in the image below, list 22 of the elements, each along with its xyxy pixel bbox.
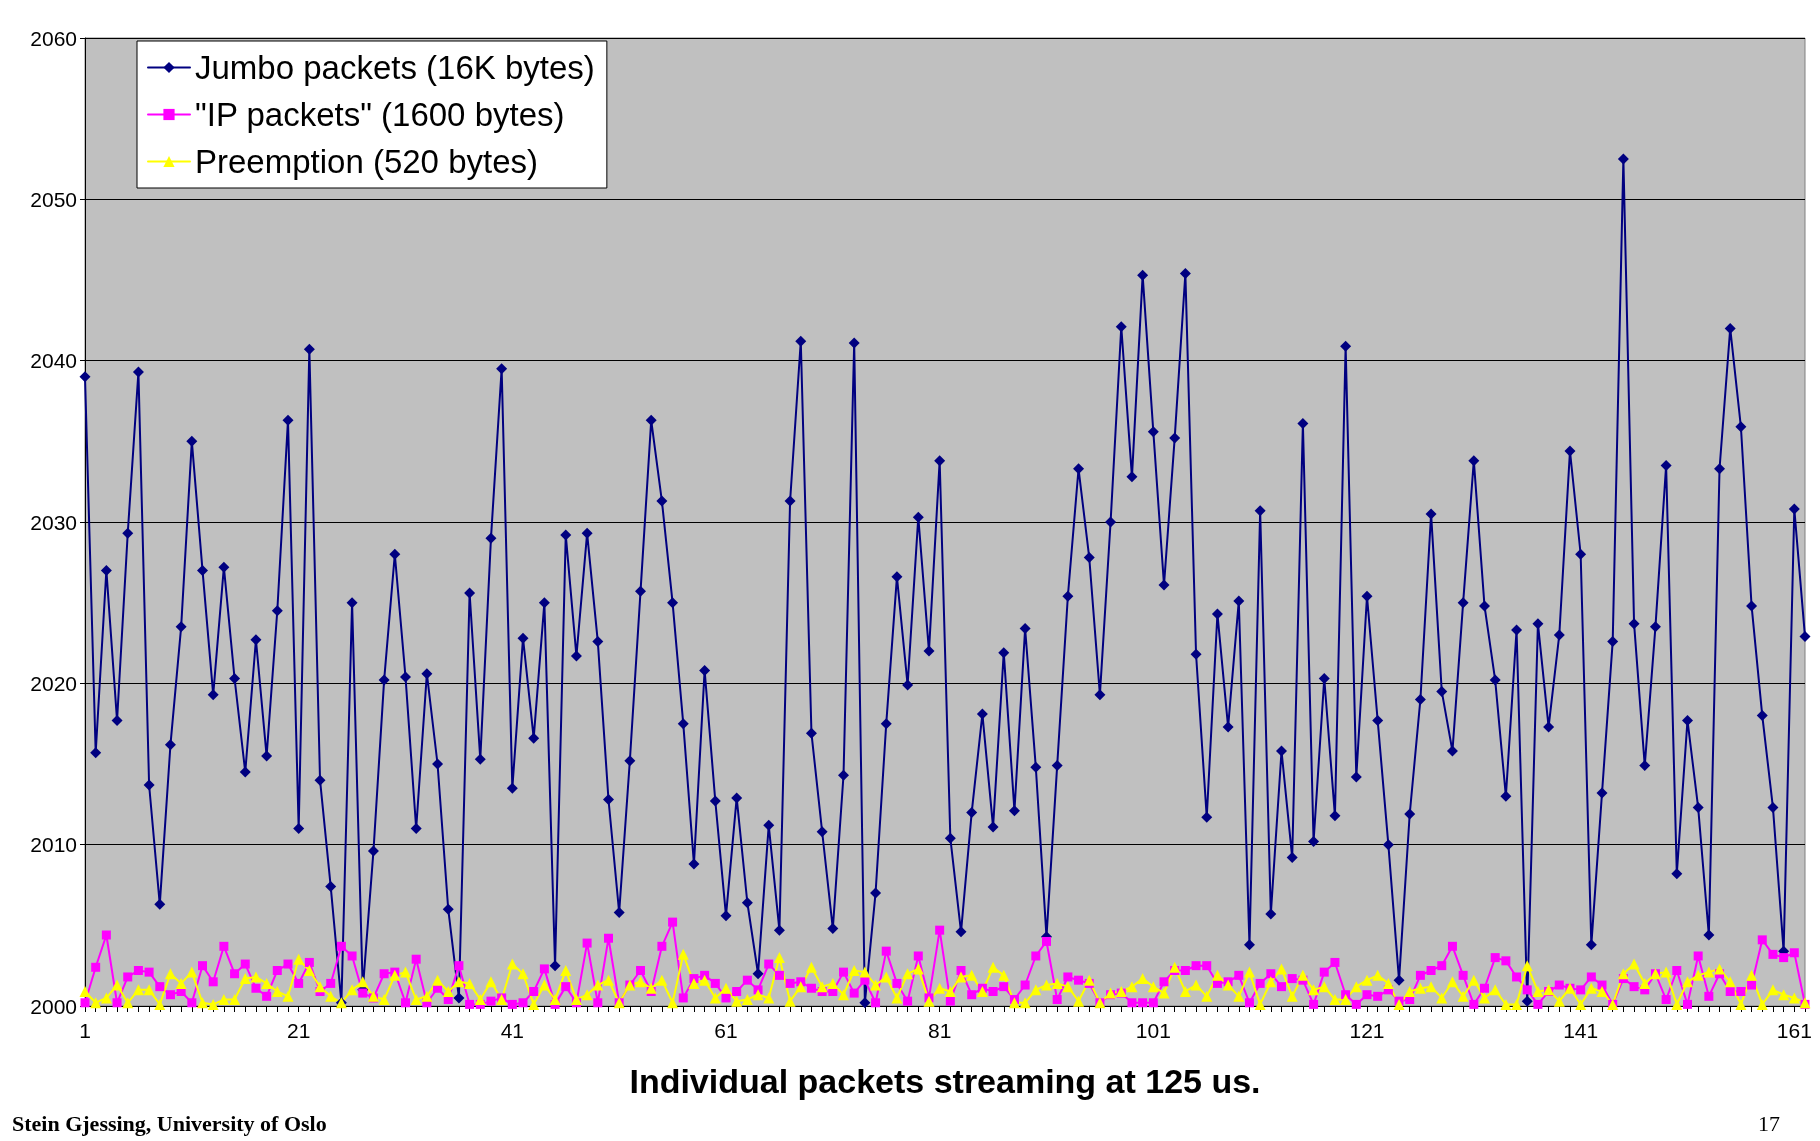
y-tick-label: 2020 (30, 671, 77, 695)
y-tick-label: 2000 (30, 994, 77, 1018)
x-tick-label: 1 (79, 1019, 91, 1042)
y-tick-label: 2010 (30, 833, 77, 857)
x-tick-label: 101 (1135, 1019, 1171, 1042)
text: 17 (1758, 1110, 1780, 1136)
x-tick-label: 81 (927, 1019, 952, 1042)
x-tick-label: 121 (1349, 1019, 1385, 1042)
y-tick-label: 2040 (30, 349, 77, 373)
x-tick-label: 141 (1563, 1019, 1599, 1042)
legend-label: Jumbo packets (16K bytes) (195, 49, 595, 86)
x-tick-label: 41 (500, 1019, 525, 1042)
x-tick-label: 21 (286, 1019, 311, 1042)
x-axis-title: Individual packets streaming at 125 us. (629, 1062, 1261, 1100)
x-tick-label: 61 (714, 1019, 738, 1042)
y-tick-label: 2050 (30, 187, 77, 211)
text: Stein Gjessing, University of Oslo (12, 1110, 327, 1136)
legend-label: "IP packets" (1600 bytes) (195, 96, 565, 133)
y-tick-label: 2060 (30, 26, 77, 50)
y-tick-label: 2030 (30, 510, 77, 534)
legend-label: Preemption (520 bytes) (195, 143, 539, 180)
x-tick-label: 161 (1776, 1019, 1812, 1042)
